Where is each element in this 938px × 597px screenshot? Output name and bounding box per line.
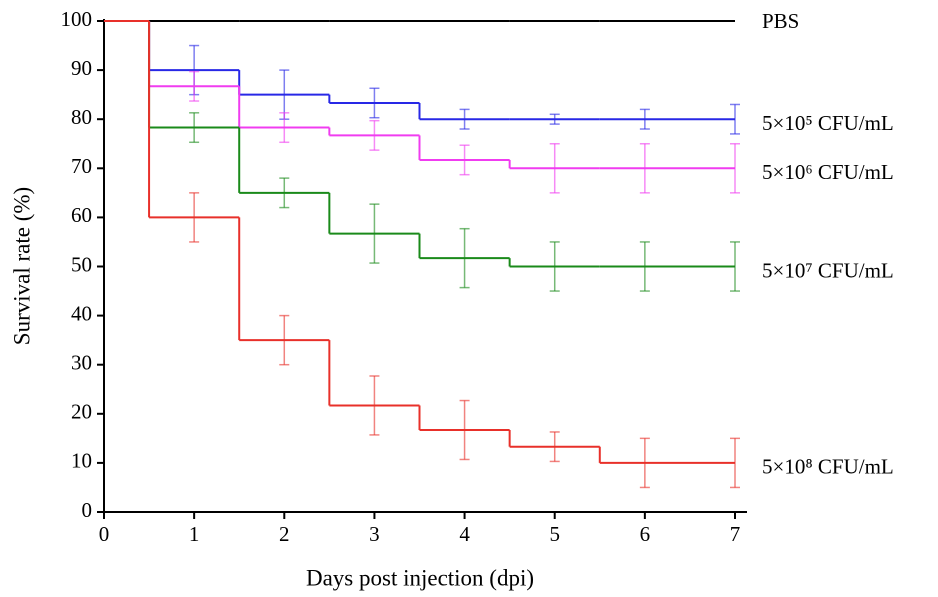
series-label: 5×10⁸ CFU/mL — [762, 455, 894, 479]
x-tick-label: 0 — [99, 522, 110, 546]
y-tick-label: 20 — [71, 400, 92, 424]
x-tick-label: 7 — [730, 522, 741, 546]
series-label: PBS — [762, 9, 799, 33]
x-tick-label: 5 — [549, 522, 560, 546]
x-tick-label: 6 — [640, 522, 651, 546]
y-tick-label: 50 — [71, 252, 92, 276]
y-tick-label: 30 — [71, 351, 92, 375]
y-tick-label: 100 — [61, 7, 93, 31]
series-label: 5×10⁵ CFU/mL — [762, 111, 894, 135]
x-tick-label: 3 — [369, 522, 380, 546]
y-tick-label: 60 — [71, 203, 92, 227]
series-label: 5×10⁶ CFU/mL — [762, 160, 894, 184]
x-axis-label: Days post injection (dpi) — [306, 565, 534, 590]
y-tick-label: 10 — [71, 449, 92, 473]
x-tick-label: 2 — [279, 522, 290, 546]
x-tick-label: 4 — [459, 522, 470, 546]
series-label: 5×10⁷ CFU/mL — [762, 258, 894, 282]
y-axis-label: Survival rate (%) — [9, 187, 34, 345]
x-tick-label: 1 — [189, 522, 200, 546]
y-tick-label: 70 — [71, 154, 92, 178]
y-tick-label: 0 — [82, 498, 93, 522]
y-tick-label: 40 — [71, 301, 92, 325]
y-tick-label: 80 — [71, 105, 92, 129]
y-tick-label: 90 — [71, 56, 92, 80]
